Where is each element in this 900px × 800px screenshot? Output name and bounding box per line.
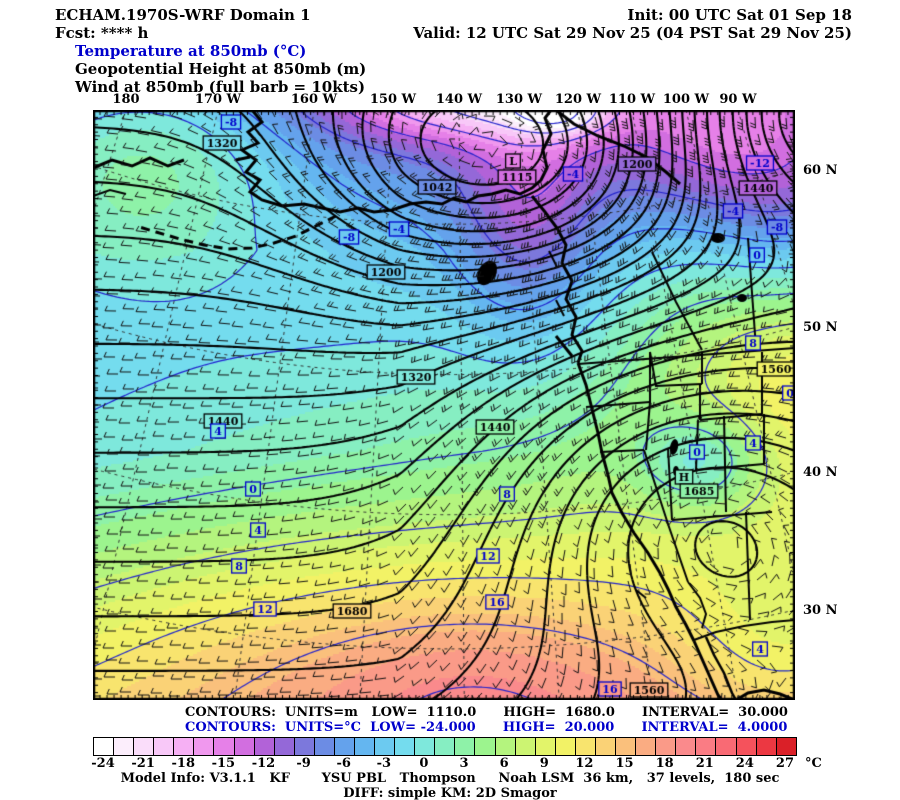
lon-label: 180 (112, 92, 140, 107)
colorbar-cell (174, 738, 195, 755)
colorbar-cell (435, 738, 456, 755)
colorbar-cell (716, 738, 737, 755)
lon-label: 140 W (435, 92, 483, 107)
lon-label: 100 W (662, 92, 710, 107)
colorbar-cell (455, 738, 476, 755)
colorbar-tick: 6 (499, 756, 509, 771)
model-title: ECHAM.1970S-WRF Domain 1 (55, 6, 311, 24)
colorbar-tick: 18 (655, 756, 674, 771)
colorbar-tick: 21 (695, 756, 714, 771)
field-wind-line: Wind at 850mb (full barb = 10kts) (75, 78, 366, 96)
lat-label: 60 N (803, 163, 838, 178)
lon-label: 120 W (554, 92, 602, 107)
lat-label: 40 N (803, 465, 838, 480)
colorbar-cell (294, 738, 315, 755)
colorbar-cell (555, 738, 576, 755)
temperature-colorbar (93, 737, 797, 756)
colorbar-tick: -9 (296, 756, 311, 771)
colorbar-cell (616, 738, 637, 755)
colorbar-tick: -15 (211, 756, 236, 771)
colorbar-cell (415, 738, 436, 755)
latitude-axis: 60 N 50 N 40 N 30 N (803, 110, 863, 700)
colorbar-cell (234, 738, 255, 755)
colorbar-tick: 9 (539, 756, 549, 771)
colorbar-cell (756, 738, 777, 755)
colorbar-cell (515, 738, 536, 755)
colorbar-cell (575, 738, 596, 755)
colorbar-cell (636, 738, 657, 755)
colorbar-unit: °C (805, 756, 822, 771)
colorbar-tick: -21 (131, 756, 155, 771)
lat-label: 50 N (803, 320, 838, 335)
colorbar-cell (214, 738, 235, 755)
colorbar-tick: 12 (575, 756, 594, 771)
model-info-line: Model Info: V3.1.1 KF YSU PBL Thompson N… (120, 771, 780, 786)
diff-info-line: DIFF: simple KM: 2D Smagor (343, 786, 557, 800)
lon-label: 130 W (495, 92, 543, 107)
lon-label: 170 W (194, 92, 242, 107)
colorbar-cell (314, 738, 335, 755)
colorbar-tick: 0 (419, 756, 429, 771)
colorbar-cell (495, 738, 516, 755)
lat-label: 30 N (803, 603, 838, 618)
colorbar-tick: -6 (336, 756, 351, 771)
field-height-line: Geopotential Height at 850mb (m) (75, 60, 367, 78)
lon-label: 160 W (290, 92, 338, 107)
colorbar-tick: -18 (171, 756, 196, 771)
colorbar-cell (475, 738, 496, 755)
colorbar-cell (154, 738, 175, 755)
colorbar-cell (355, 738, 376, 755)
legend-height-contours: CONTOURS: UNITS=m LOW= 1110.0 HIGH= 1680… (185, 705, 788, 720)
colorbar-tick: 3 (459, 756, 469, 771)
colorbar-tick-labels: -24 -21 -18 -15 -12 -9 -6 -3 0 3 6 9 12 15 18 21 24 27 °C (91, 756, 853, 772)
field-temperature-line: Temperature at 850mb (°C) (75, 42, 307, 60)
colorbar-cell (595, 738, 617, 755)
colorbar-cell (696, 738, 717, 755)
colorbar-cell (736, 738, 757, 755)
colorbar-cell (274, 738, 295, 755)
lon-label: 150 W (369, 92, 417, 107)
legend-temp-contours: CONTOURS: UNITS=°C LOW= -24.000 HIGH= 20… (185, 720, 788, 735)
colorbar-tick: -24 (91, 756, 115, 771)
colorbar-cell (776, 738, 796, 755)
colorbar-cell (535, 738, 556, 755)
longitude-axis: 180 170 W 160 W 150 W 140 W 130 W 120 W 110 W 10… (0, 92, 900, 108)
forecast-hour: Fcst: **** h (55, 24, 149, 42)
colorbar-cell (676, 738, 697, 755)
init-time: Init: 00 UTC Sat 01 Sep 18 (627, 6, 852, 24)
colorbar-cell (395, 738, 416, 755)
colorbar-cell (194, 738, 215, 755)
colorbar-tick: 27 (775, 756, 795, 771)
lon-label: 90 W (719, 92, 757, 107)
valid-time: Valid: 12 UTC Sat 29 Nov 25 (04 PST Sat … (413, 24, 852, 42)
colorbar-tick: -3 (376, 756, 392, 771)
map-canvas (93, 110, 795, 700)
lon-label: 110 W (608, 92, 656, 107)
colorbar-cell (254, 738, 275, 755)
colorbar-tick: 24 (735, 756, 754, 771)
colorbar-cell (134, 738, 155, 755)
colorbar-tick: 15 (615, 756, 634, 771)
colorbar-cell (656, 738, 677, 755)
colorbar-cell (94, 738, 115, 755)
colorbar-cell (375, 738, 396, 755)
colorbar-tick: -12 (251, 756, 276, 771)
colorbar-cell (114, 738, 135, 755)
colorbar-cell (334, 738, 356, 755)
